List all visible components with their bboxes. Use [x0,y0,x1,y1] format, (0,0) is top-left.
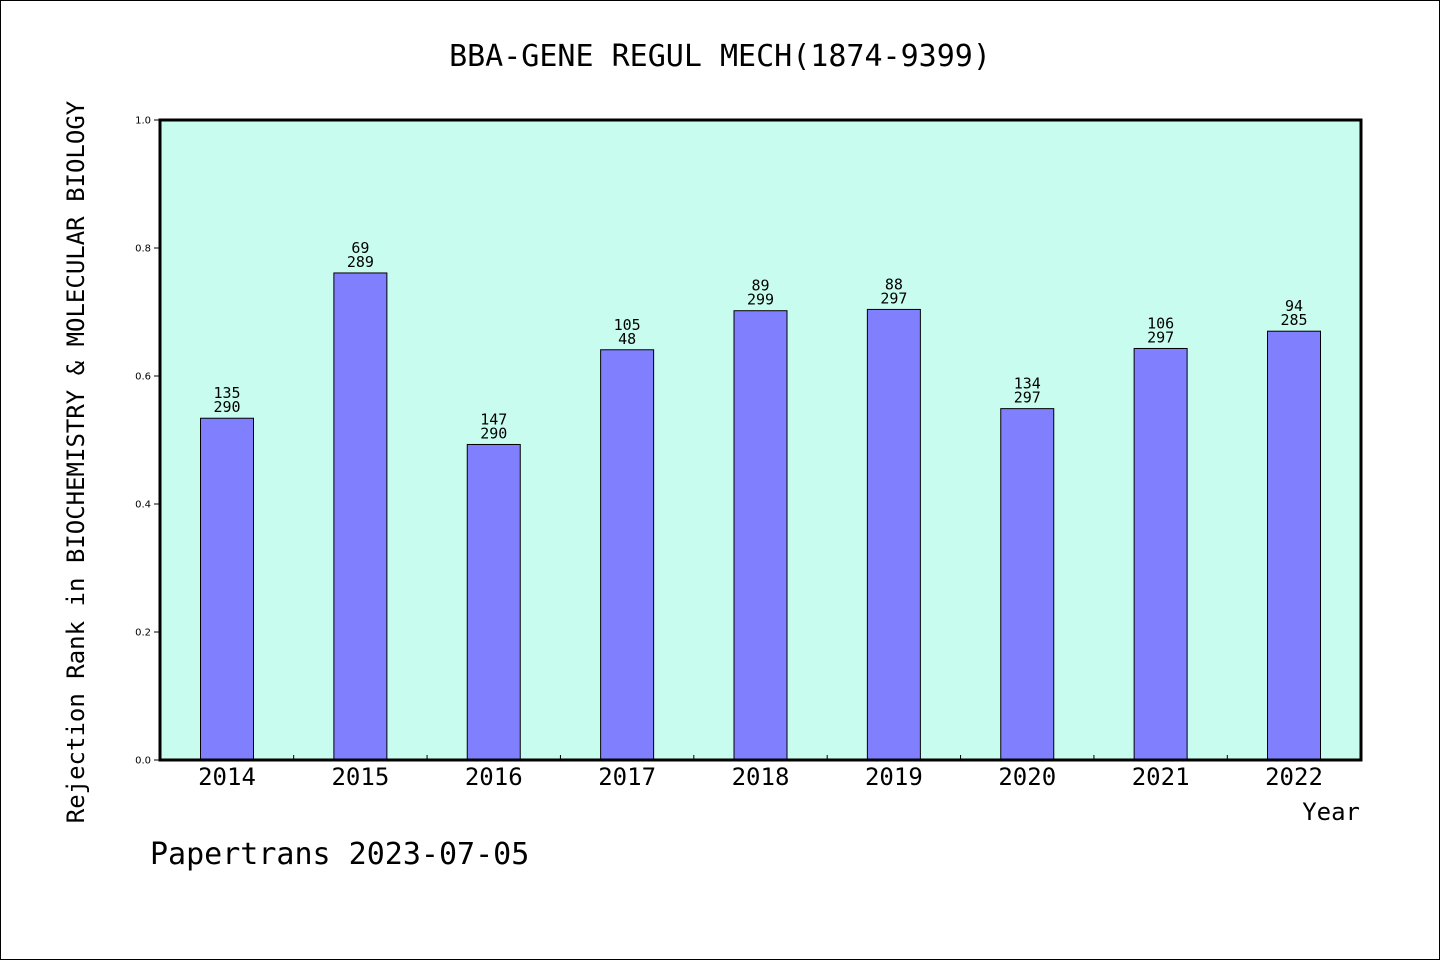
plot-border [158,118,1363,762]
x-tick-label-2019: 2019 [865,763,923,791]
y-tick-label: 0.2 [135,628,151,639]
bar-label-bottom-2015: 289 [347,253,374,271]
bar-label-top-2014: 135 [213,384,240,402]
bar-label-bottom-2017: 48 [618,330,636,348]
bar-label-top-2017: 105 [614,316,641,334]
x-axis-title: Year [1302,798,1360,826]
bar-label-top-2021: 106 [1147,314,1174,332]
bar-labels: 1352906928914729010548892998829713429710… [213,239,1307,443]
bar-label-bottom-2022: 285 [1280,311,1307,329]
bar-2020 [1000,408,1055,761]
bar-label-bottom-2016: 290 [480,424,507,442]
y-tick-label: 0.6 [135,372,151,383]
chart-title: BBA-GENE REGUL MECH(1874-9399) [449,39,991,74]
x-tick-label-2015: 2015 [331,763,389,791]
x-tick-label-2021: 2021 [1132,763,1190,791]
bar-label-top-2015: 69 [351,239,369,257]
bar-label-bottom-2018: 299 [747,291,774,309]
bar-label-top-2020: 134 [1014,375,1041,393]
bar-2019 [866,308,921,761]
x-tick-label-2014: 2014 [198,763,256,791]
bar-2021 [1133,347,1188,761]
bar-2018 [733,310,788,761]
x-tick-label-2018: 2018 [732,763,790,791]
bar-2016 [466,443,521,761]
y-tick-label: 1.0 [135,116,151,127]
bar-label-top-2018: 89 [751,277,769,295]
x-tick-label-2016: 2016 [465,763,523,791]
y-tick-label: 0.8 [135,244,151,255]
bar-label-top-2016: 147 [480,410,507,428]
y-tick-label: 0.0 [135,756,151,767]
bar-label-bottom-2021: 297 [1147,328,1174,346]
bar-2022 [1267,330,1321,761]
bar-2015 [333,272,388,761]
bar-2017 [600,349,655,761]
bar-label-bottom-2020: 297 [1014,389,1041,407]
bar-2014 [200,417,254,761]
footer-text: Papertrans 2023-07-05 [150,837,529,872]
bar-label-bottom-2014: 290 [213,398,240,416]
bars [200,272,1321,761]
y-tick-label: 0.4 [135,500,151,511]
bar-label-top-2019: 88 [885,275,903,293]
y-axis-title: Rejection Rank in BIOCHEMISTRY & MOLECUL… [62,100,90,823]
y-axis: 0.0 0.2 0.4 0.6 0.8 1.0 [135,116,160,767]
x-tick-label-2017: 2017 [598,763,656,791]
bar-label-top-2022: 94 [1285,297,1303,315]
x-axis: 2014 2015 2016 2017 2018 2019 2020 2021 2022 [198,755,1323,791]
x-tick-label-2020: 2020 [998,763,1056,791]
bar-label-bottom-2019: 297 [880,289,907,307]
x-tick-label-2022: 2022 [1265,763,1323,791]
